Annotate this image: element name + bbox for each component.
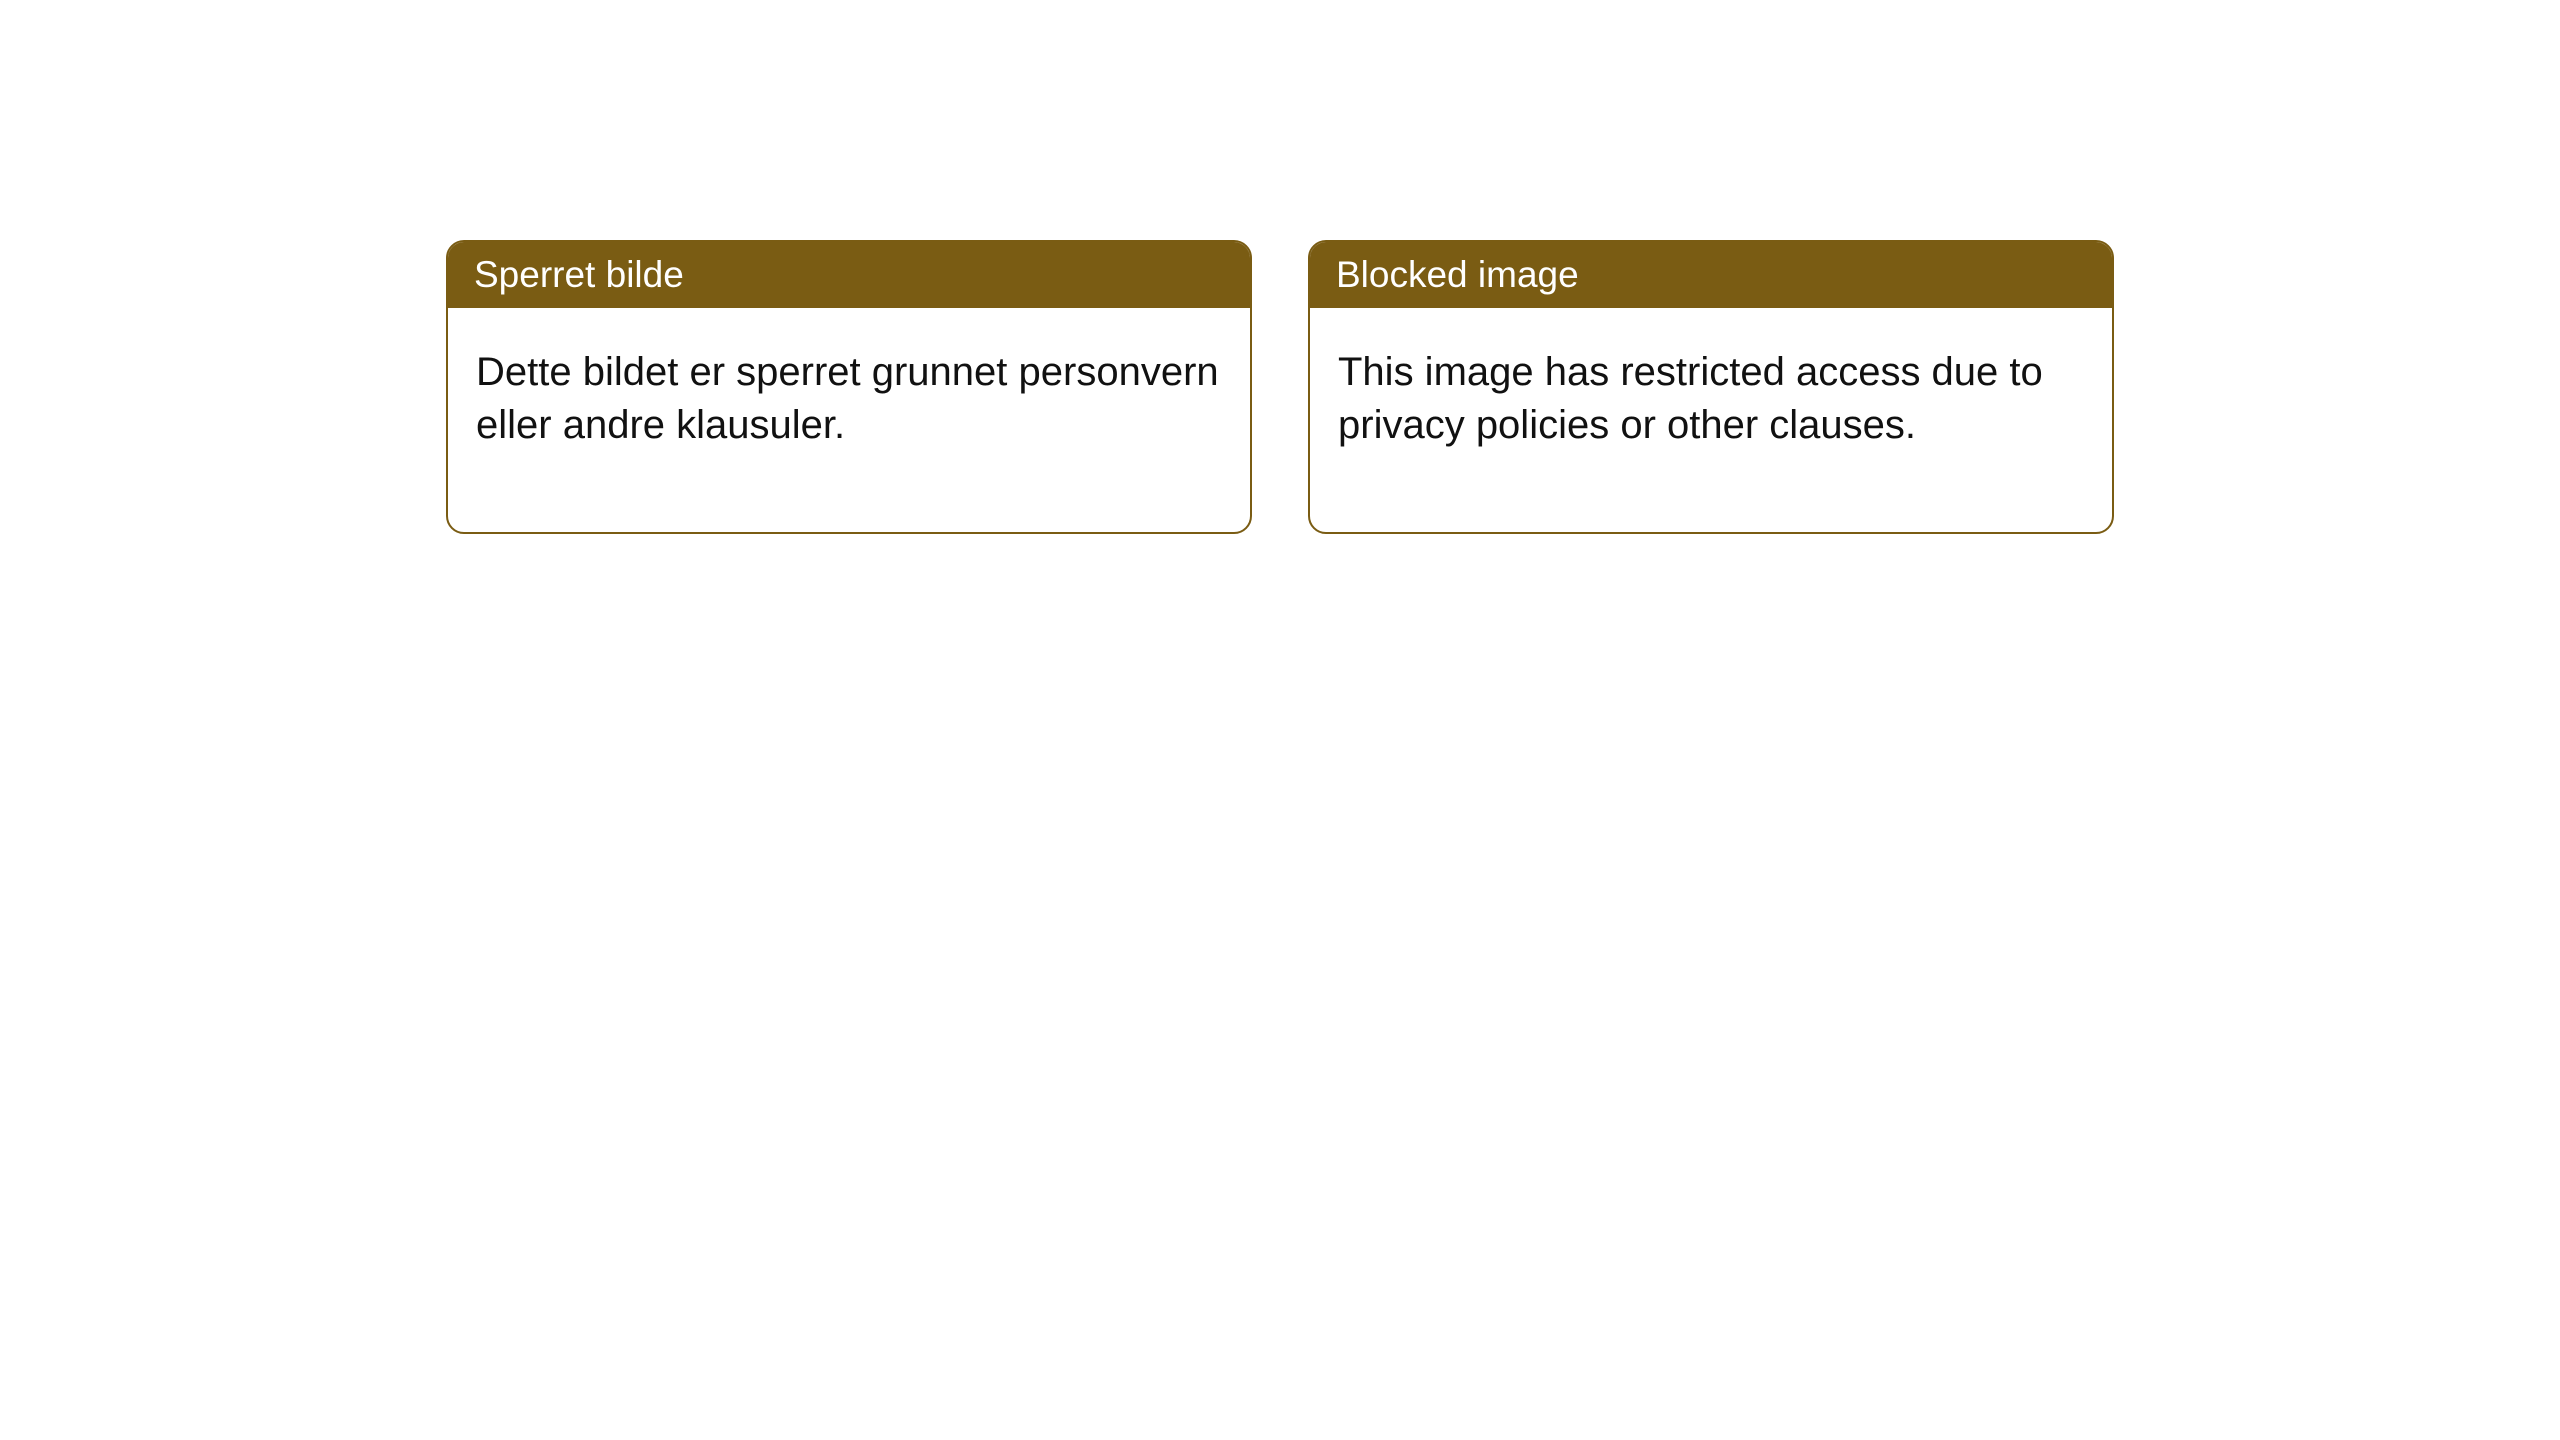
card-norwegian: Sperret bilde Dette bildet er sperret gr…: [446, 240, 1252, 534]
card-text-english: This image has restricted access due to …: [1338, 350, 2043, 447]
card-header-english: Blocked image: [1310, 242, 2112, 308]
card-text-norwegian: Dette bildet er sperret grunnet personve…: [476, 350, 1219, 447]
card-title-english: Blocked image: [1336, 254, 1579, 295]
cards-container: Sperret bilde Dette bildet er sperret gr…: [446, 240, 2114, 534]
card-header-norwegian: Sperret bilde: [448, 242, 1250, 308]
card-title-norwegian: Sperret bilde: [474, 254, 684, 295]
card-english: Blocked image This image has restricted …: [1308, 240, 2114, 534]
card-body-english: This image has restricted access due to …: [1310, 308, 2112, 532]
card-body-norwegian: Dette bildet er sperret grunnet personve…: [448, 308, 1250, 532]
